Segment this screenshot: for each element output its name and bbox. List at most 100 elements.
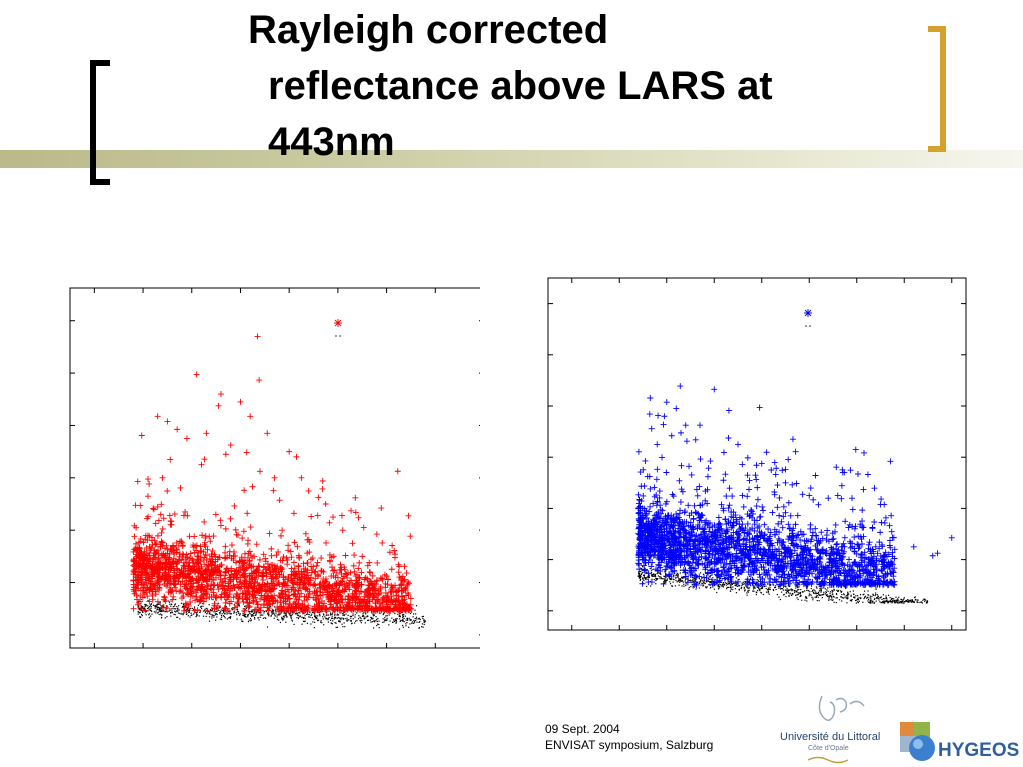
data-point (750, 538, 757, 545)
data-point (744, 589, 747, 591)
data-point (707, 580, 709, 582)
data-point (238, 604, 240, 606)
data-point (194, 579, 201, 586)
data-point (816, 592, 818, 594)
data-point (156, 607, 158, 609)
data-point (333, 569, 340, 576)
data-point (256, 585, 263, 592)
data-point (721, 567, 728, 574)
data-point (640, 576, 642, 578)
data-point (765, 567, 772, 574)
data-point (738, 589, 740, 591)
data-point (694, 578, 697, 580)
data-point (345, 613, 347, 615)
data-point (265, 592, 272, 599)
data-point (703, 580, 705, 582)
data-point (218, 594, 225, 601)
data-point (310, 614, 312, 616)
data-point (364, 602, 371, 609)
data-point (660, 580, 667, 587)
data-point (174, 614, 176, 616)
data-point (182, 600, 189, 607)
data-point (756, 582, 758, 584)
data-point (196, 614, 199, 616)
data-point (336, 613, 339, 615)
data-point (189, 575, 196, 582)
data-point (758, 588, 760, 591)
data-point (810, 594, 812, 596)
data-point (226, 618, 228, 620)
data-point (228, 555, 235, 562)
data-point (678, 579, 680, 582)
data-point (400, 577, 407, 584)
data-point (272, 610, 275, 612)
data-point (645, 577, 647, 580)
data-point (217, 391, 224, 398)
data-point (746, 586, 748, 588)
data-point (139, 616, 141, 618)
data-point (717, 588, 720, 590)
data-point (334, 606, 341, 613)
data-point (141, 608, 143, 610)
data-point (154, 579, 161, 586)
data-point (139, 608, 141, 610)
data-point (373, 581, 380, 588)
data-point (757, 579, 759, 582)
data-point (139, 594, 146, 601)
data-point (255, 612, 258, 614)
data-point (692, 572, 699, 579)
data-point (204, 611, 206, 614)
data-point (267, 608, 269, 610)
data-point (225, 605, 227, 608)
data-point (728, 586, 730, 588)
data-point (901, 598, 903, 601)
data-point (341, 566, 348, 573)
data-point (316, 599, 323, 606)
data-point (877, 595, 879, 597)
data-point (682, 508, 689, 515)
data-point (384, 576, 391, 583)
data-point (190, 567, 197, 574)
data-point (138, 566, 145, 573)
data-point (338, 578, 345, 585)
data-point (413, 622, 416, 624)
data-point (153, 580, 160, 587)
data-point (131, 584, 138, 591)
data-point (334, 621, 336, 624)
data-point (889, 596, 891, 599)
data-point (137, 611, 139, 613)
data-point (254, 618, 256, 620)
data-point (893, 599, 895, 602)
data-point (247, 614, 249, 617)
data-point (694, 547, 701, 554)
data-point (891, 601, 893, 603)
data-point (208, 558, 215, 565)
data-point (295, 587, 302, 594)
data-point (237, 603, 240, 605)
data-point (875, 600, 877, 602)
data-point (418, 627, 421, 629)
data-point (271, 612, 273, 614)
data-point (259, 573, 265, 580)
data-point (345, 599, 352, 606)
data-point (749, 580, 751, 582)
data-point (789, 436, 796, 443)
data-point (208, 586, 215, 593)
data-point (900, 602, 902, 604)
data-point (708, 578, 715, 585)
data-point (415, 616, 418, 618)
data-point (322, 613, 325, 615)
data-point (290, 615, 292, 618)
data-point (167, 563, 174, 570)
data-point (726, 551, 733, 558)
data-point (656, 578, 659, 580)
data-point (228, 567, 235, 574)
data-point (799, 491, 806, 498)
data-point (414, 617, 416, 620)
data-point (291, 539, 298, 546)
data-point (408, 626, 410, 628)
data-point (850, 594, 852, 596)
data-point (304, 536, 311, 543)
data-point (397, 581, 404, 588)
data-point (249, 483, 256, 490)
